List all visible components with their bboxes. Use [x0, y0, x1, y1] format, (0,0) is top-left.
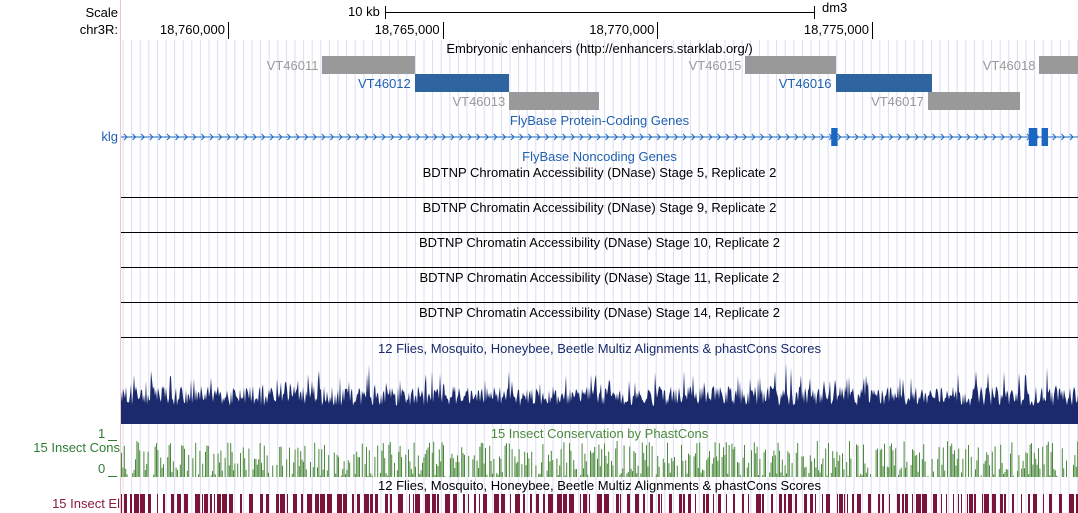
enhancer-item-label[interactable]: VT46016 — [778, 76, 832, 91]
enhancers-track-title[interactable]: Embryonic enhancers (http://enhancers.st… — [446, 41, 753, 56]
base-position-gridlines — [122, 40, 1078, 513]
enhancer-item-label[interactable]: VT46013 — [452, 94, 506, 109]
enhancer-item-label[interactable]: VT46012 — [358, 76, 411, 91]
assembly-label: dm3 — [822, 0, 848, 15]
dnase-stage14-title[interactable]: BDTNP Chromatin Accessibility (DNase) St… — [418, 305, 781, 320]
dnase-stage11-signal[interactable] — [121, 302, 1078, 303]
enhancer-item-vt46017[interactable] — [927, 92, 1021, 110]
enhancer-item-vt46016[interactable] — [835, 74, 933, 92]
cons15-axis-max: 1 — [98, 426, 106, 441]
scale-label: Scale — [85, 5, 118, 20]
enhancer-item-vt46011[interactable] — [322, 56, 415, 74]
enhancer-item-vt46015[interactable] — [745, 56, 836, 74]
scale-bar-left-cap — [385, 6, 386, 19]
scale-bar — [385, 12, 815, 13]
enhancer-item-label[interactable]: VT46017 — [871, 94, 924, 109]
cons15-wiggle[interactable] — [121, 440, 1078, 477]
ruler-tick — [442, 22, 444, 39]
noncoding-track-title[interactable]: FlyBase Noncoding Genes — [522, 149, 677, 164]
dnase-stage10-signal[interactable] — [121, 267, 1078, 268]
gene-exon — [1041, 128, 1049, 146]
cons15-axis-tick-max — [108, 440, 117, 441]
dnase-stage5-signal[interactable] — [121, 197, 1078, 198]
dnase-stage9-title[interactable]: BDTNP Chromatin Accessibility (DNase) St… — [422, 200, 777, 215]
ruler-position-label: 18,775,000 — [803, 22, 869, 37]
gene-model-klg[interactable] — [121, 126, 1078, 148]
gene-exon — [1028, 128, 1038, 146]
enhancer-item-vt46012[interactable] — [414, 74, 510, 92]
ruler-tick — [228, 22, 229, 39]
enhancer-item-label[interactable]: VT46011 — [266, 58, 319, 73]
ruler-position-label: 18,760,000 — [159, 22, 225, 37]
protein-coding-track-title[interactable]: FlyBase Protein-Coding Genes — [509, 113, 690, 128]
ruler-tick — [872, 22, 873, 39]
ruler-position-label: 18,770,000 — [589, 22, 655, 37]
track-label-divider — [120, 0, 121, 513]
multiz-conservation-wiggle[interactable] — [121, 356, 1078, 424]
enhancer-item-vt46018[interactable] — [1039, 56, 1078, 74]
cons15-track-label[interactable]: 15 Insect Cons — [33, 440, 120, 455]
enhancer-item-vt46013[interactable] — [509, 92, 600, 110]
enhancer-item-label[interactable]: VT46015 — [688, 58, 742, 73]
scale-bar-right-cap — [814, 6, 815, 19]
el15-track-label[interactable]: 15 Insect El — [52, 496, 120, 511]
ruler-position-label: 18,765,000 — [374, 22, 440, 37]
cons15-track-title[interactable]: 15 Insect Conservation by PhastCons — [490, 426, 709, 441]
dnase-stage5-title[interactable]: BDTNP Chromatin Accessibility (DNase) St… — [422, 165, 777, 180]
scale-bar-text: 10 kb — [348, 4, 380, 19]
dnase-stage10-title[interactable]: BDTNP Chromatin Accessibility (DNase) St… — [418, 235, 781, 250]
enhancer-item-label[interactable]: VT46018 — [982, 58, 1036, 73]
dnase-stage9-signal[interactable] — [121, 232, 1078, 233]
cons15-axis-min: 0 — [98, 461, 106, 476]
chrom-label: chr3R: — [79, 22, 118, 37]
gene-label-klg[interactable]: klg — [101, 129, 118, 144]
cons15-axis-tick-min — [108, 476, 117, 477]
dnase-stage14-signal[interactable] — [121, 337, 1078, 338]
ruler-tick — [657, 22, 659, 39]
el15-elements[interactable] — [121, 494, 1078, 513]
dnase-stage11-title[interactable]: BDTNP Chromatin Accessibility (DNase) St… — [419, 270, 780, 285]
el15-track-title[interactable]: 12 Flies, Mosquito, Honeybee, Beetle Mul… — [378, 478, 821, 493]
gene-exon — [831, 128, 838, 146]
multiz-track-title[interactable]: 12 Flies, Mosquito, Honeybee, Beetle Mul… — [378, 341, 821, 356]
